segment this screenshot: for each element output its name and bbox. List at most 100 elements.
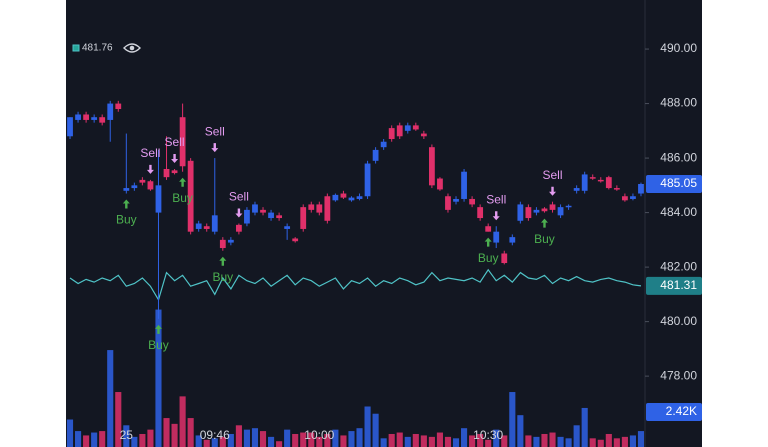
candle-body bbox=[99, 117, 106, 123]
volume-bar bbox=[525, 435, 532, 447]
candle-body bbox=[557, 207, 564, 216]
buy-label: Buy bbox=[148, 338, 169, 352]
volume-bar bbox=[179, 396, 186, 447]
volume-bar bbox=[139, 433, 146, 447]
volume-bar bbox=[581, 407, 588, 447]
volume-value-label: 2.42K bbox=[666, 404, 697, 418]
y-tick-label: 478.00 bbox=[660, 368, 697, 382]
volume-bar bbox=[155, 309, 162, 447]
candle-body bbox=[493, 231, 500, 243]
candle-body bbox=[412, 125, 419, 130]
volume-bar bbox=[316, 436, 323, 447]
volume-bar bbox=[211, 438, 218, 447]
candle-body bbox=[605, 177, 612, 189]
volume-bar bbox=[332, 429, 339, 447]
volume-bar bbox=[364, 406, 371, 447]
candle-body bbox=[589, 177, 596, 179]
candle-body bbox=[155, 185, 162, 213]
volume-bar bbox=[243, 429, 250, 447]
volume-bar bbox=[308, 432, 315, 447]
candle-body bbox=[252, 204, 258, 213]
last-price-label-box bbox=[646, 174, 702, 193]
candle-body bbox=[227, 239, 234, 243]
candle-body bbox=[541, 208, 548, 212]
candle-body bbox=[477, 207, 484, 219]
candle-body bbox=[187, 160, 194, 232]
volume-bar bbox=[412, 433, 419, 447]
candle-body bbox=[638, 183, 644, 194]
candle-body bbox=[67, 117, 73, 137]
volume-bar bbox=[83, 435, 90, 447]
volume-bar bbox=[268, 436, 275, 447]
candle-body bbox=[107, 103, 114, 120]
volume-bar bbox=[461, 428, 468, 447]
buy-label: Buy bbox=[534, 232, 555, 246]
candle-body bbox=[501, 253, 508, 264]
candle-body bbox=[260, 209, 266, 213]
candle-body bbox=[445, 196, 451, 210]
volume-bar bbox=[203, 439, 210, 447]
volume-bar bbox=[557, 436, 564, 447]
sell-label: Sell bbox=[486, 192, 506, 206]
last-price-label: 485.05 bbox=[660, 176, 697, 190]
candle-body bbox=[211, 215, 218, 232]
volume-bar bbox=[219, 436, 226, 447]
candle-body bbox=[131, 185, 138, 189]
eye-icon[interactable] bbox=[123, 43, 141, 53]
candle-body bbox=[147, 181, 154, 190]
volume-bar bbox=[573, 425, 580, 447]
volume-bar bbox=[493, 429, 500, 447]
candle-body bbox=[613, 188, 620, 190]
sell-arrow bbox=[146, 164, 154, 174]
candle-body bbox=[75, 114, 81, 120]
buy-arrow bbox=[154, 324, 162, 334]
volume-bar bbox=[597, 439, 604, 447]
volume-bar bbox=[533, 436, 540, 447]
buy-arrow bbox=[540, 218, 548, 228]
candle-body bbox=[91, 117, 98, 120]
buy-arrow bbox=[484, 237, 492, 247]
volume-bar bbox=[292, 433, 299, 447]
candle-body bbox=[461, 171, 467, 199]
volume-bar bbox=[340, 435, 347, 447]
candle-body bbox=[517, 204, 524, 221]
candle-body bbox=[203, 226, 210, 229]
volume-bar bbox=[123, 425, 130, 447]
y-tick-label: 482.00 bbox=[660, 259, 697, 273]
volume-bar bbox=[372, 413, 379, 447]
volume-bar bbox=[565, 438, 572, 447]
candle-body bbox=[437, 178, 443, 190]
candle-body bbox=[308, 204, 315, 210]
candle-body bbox=[195, 223, 202, 229]
candle-body bbox=[236, 224, 242, 232]
volume-bar bbox=[300, 432, 307, 447]
chart-background bbox=[66, 0, 702, 447]
candle-body bbox=[324, 196, 331, 221]
volume-bar bbox=[66, 419, 74, 447]
oscillator-value-label-box bbox=[646, 276, 702, 295]
volume-bar bbox=[428, 436, 435, 447]
candle-body bbox=[533, 209, 540, 213]
volume-value-label-box bbox=[646, 402, 702, 421]
candle-body bbox=[123, 188, 130, 191]
volume-bar bbox=[501, 435, 508, 447]
candle-body bbox=[429, 147, 435, 186]
volume-bar bbox=[115, 392, 122, 447]
candle-body bbox=[469, 198, 475, 205]
candle-body bbox=[356, 196, 363, 199]
sell-arrow bbox=[235, 208, 243, 218]
volume-bar bbox=[444, 436, 452, 447]
candle-body bbox=[244, 209, 250, 224]
y-tick-label: 488.00 bbox=[660, 96, 697, 110]
candle-body bbox=[581, 174, 588, 191]
volume-bar bbox=[147, 429, 154, 447]
candle-body bbox=[316, 204, 323, 213]
y-tick-label: 480.00 bbox=[660, 314, 697, 328]
volume-bar bbox=[420, 435, 427, 447]
volume-bar bbox=[99, 431, 106, 447]
x-tick-label: 10:00 bbox=[304, 428, 334, 442]
volume-bar bbox=[469, 435, 476, 447]
sell-arrow bbox=[549, 186, 557, 196]
volume-bar bbox=[637, 431, 645, 447]
volume-bar bbox=[621, 436, 628, 447]
